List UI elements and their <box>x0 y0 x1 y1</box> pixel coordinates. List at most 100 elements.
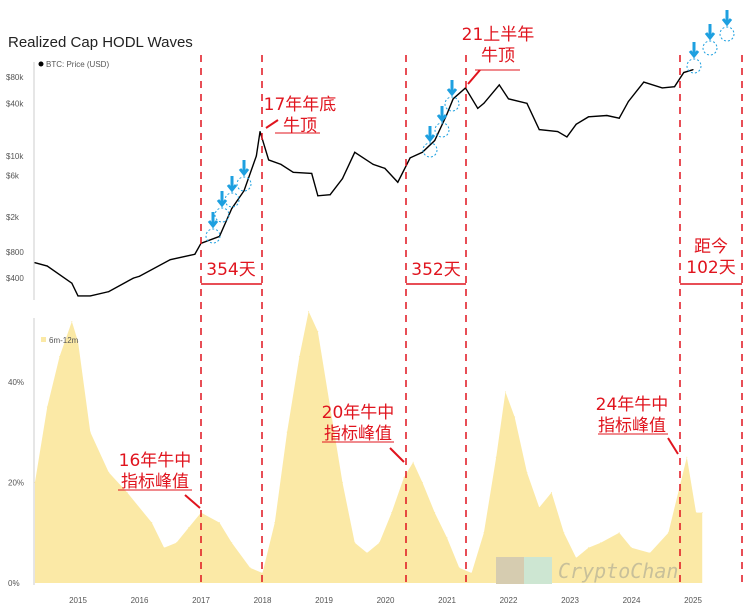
wave-point <box>471 572 473 574</box>
price-point <box>292 171 294 173</box>
blue-arrow-icon <box>704 24 716 41</box>
price-point <box>311 172 313 175</box>
wave-point <box>421 481 423 483</box>
wave-point <box>504 391 506 393</box>
wave-point <box>175 542 177 544</box>
blue-arrow-icon <box>226 176 238 193</box>
annotation-2016-indicator-peak: 指标峰值 <box>121 472 189 492</box>
wave-point <box>77 341 79 343</box>
wave-point <box>59 356 61 358</box>
dashed-circle-marker <box>224 192 240 208</box>
wave-point <box>631 547 632 549</box>
price-y-tick: $80k <box>6 73 24 82</box>
price-point <box>575 123 577 125</box>
price-point <box>132 277 134 279</box>
wave-point <box>695 512 697 514</box>
price-y-tick: $800 <box>6 248 24 257</box>
wave-point <box>163 547 165 549</box>
wave-point <box>286 431 288 433</box>
price-point <box>268 159 270 161</box>
price-point <box>280 163 282 165</box>
price-point <box>231 207 233 210</box>
price-legend-marker <box>38 61 44 67</box>
chart-title: Realized Cap HODL Waves <box>8 34 193 51</box>
wave-legend: 6m-12m <box>49 336 79 345</box>
x-tick: 2023 <box>561 596 579 605</box>
x-tick: 2017 <box>192 596 210 605</box>
x-logo-icon <box>496 557 524 584</box>
price-point <box>627 100 630 103</box>
price-y-tick: $400 <box>6 274 24 283</box>
wave-point <box>600 542 602 544</box>
x-tick: 2022 <box>500 596 518 605</box>
price-point <box>169 259 171 261</box>
price-point <box>606 114 608 117</box>
price-point <box>452 98 454 100</box>
price-y-tick: $2k <box>6 213 20 222</box>
wave-point <box>446 537 448 539</box>
watermark: CryptoChan <box>558 559 678 583</box>
wave-point <box>391 512 393 514</box>
wave-point <box>587 547 589 549</box>
blue-arrow-icon <box>446 80 458 97</box>
wave-y-tick: 0% <box>8 579 20 588</box>
wave-point <box>262 572 263 574</box>
price-point <box>71 282 73 284</box>
duration-2017: 354天 <box>206 260 255 280</box>
price-point <box>354 151 356 153</box>
x-tick: 2019 <box>315 596 333 605</box>
wave-point <box>563 532 565 534</box>
price-point <box>46 265 48 267</box>
wave-point <box>151 522 153 524</box>
price-point <box>243 190 245 192</box>
annotation-2024-indicator-peak: 指标峰值 <box>598 416 666 436</box>
price-point <box>372 163 374 165</box>
price-y-tick: $40k <box>6 99 24 108</box>
blue-arrow-icon <box>424 126 436 143</box>
wave-point <box>649 552 651 554</box>
price-point <box>409 157 411 159</box>
wave-point <box>434 512 436 514</box>
duration-now: 距今 <box>694 237 728 257</box>
price-point <box>692 69 694 71</box>
dashed-circle-marker <box>702 40 718 56</box>
arrow-2016 <box>184 494 201 509</box>
price-point <box>683 71 685 74</box>
blue-arrow-icon <box>436 106 448 123</box>
blue-arrow-icon <box>207 212 219 229</box>
blue-arrow-icon <box>216 191 228 208</box>
arrow-2024 <box>667 437 679 455</box>
wave-point <box>575 557 577 559</box>
dashed-circle-marker <box>205 228 221 244</box>
dashed-circle-marker <box>422 142 438 158</box>
annotation-2017-top: 牛顶 <box>283 116 317 136</box>
price-point <box>329 194 331 196</box>
wave-point <box>89 431 91 433</box>
x-tick: 2018 <box>254 596 272 605</box>
price-point <box>34 262 36 264</box>
wave-point <box>514 416 516 418</box>
price-point <box>434 139 436 142</box>
wave-point <box>274 522 276 524</box>
wave-y-tick: 40% <box>8 378 24 387</box>
wave-area-6m-12m <box>34 311 703 583</box>
price-point <box>538 129 540 131</box>
wave-point <box>495 456 497 458</box>
price-point <box>643 81 645 83</box>
price-point <box>89 295 91 297</box>
wave-point <box>618 532 620 534</box>
price-point <box>255 155 257 157</box>
price-point <box>557 130 559 133</box>
x-tick: 2024 <box>623 596 641 605</box>
wave-point <box>34 481 36 483</box>
wave-point <box>366 552 368 554</box>
wave-point <box>667 532 669 534</box>
price-point <box>384 167 386 169</box>
price-point <box>483 102 485 104</box>
wave-point <box>317 331 319 332</box>
price-y-tick: $6k <box>6 171 20 180</box>
price-point <box>661 87 663 89</box>
price-point <box>397 181 399 183</box>
price-point <box>498 84 500 86</box>
